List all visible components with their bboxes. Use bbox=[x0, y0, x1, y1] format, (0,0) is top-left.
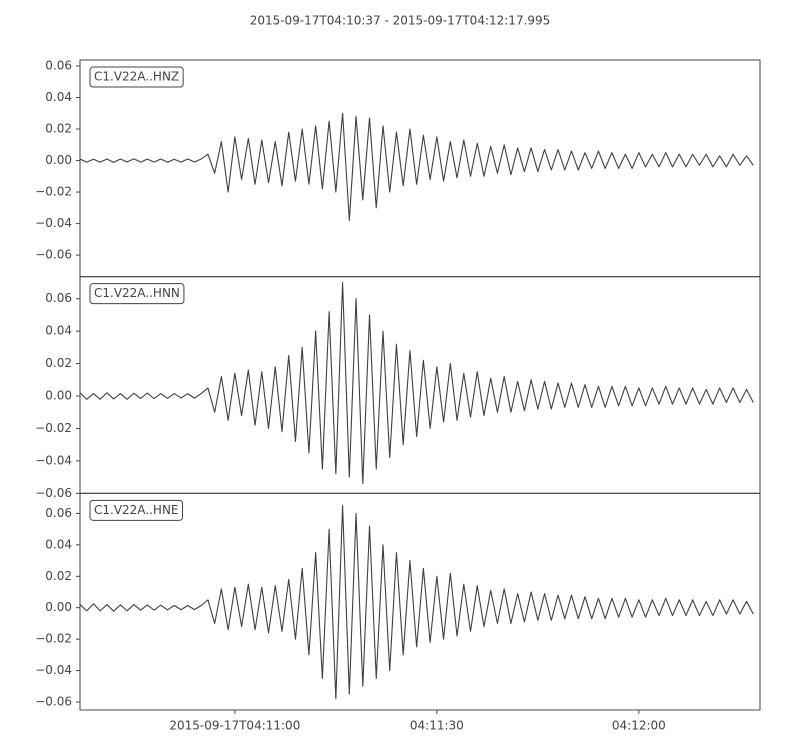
y-tick-label: 0.06 bbox=[45, 58, 72, 72]
waveform bbox=[79, 505, 754, 700]
x-tick-label: 04:12:00 bbox=[612, 719, 666, 733]
trace-label: C1.V22A..HNE bbox=[94, 503, 179, 517]
trace-label: C1.V22A..HNZ bbox=[94, 70, 179, 84]
x-tick-label: 2015-09-17T04:11:00 bbox=[169, 719, 300, 733]
y-tick-label: 0.00 bbox=[45, 389, 72, 403]
y-tick-label: −0.06 bbox=[35, 486, 72, 500]
y-tick-label: −0.04 bbox=[35, 663, 72, 677]
trace-label: C1.V22A..HNN bbox=[94, 286, 180, 300]
y-tick-label: 0.00 bbox=[45, 600, 72, 614]
trace-label-box bbox=[89, 66, 184, 88]
y-tick-label: 0.04 bbox=[45, 324, 72, 338]
y-tick-label: −0.06 bbox=[35, 248, 72, 262]
y-tick-label: −0.02 bbox=[35, 421, 72, 435]
y-tick-label: 0.02 bbox=[45, 356, 72, 370]
chart-title: 2015-09-17T04:10:37 - 2015-09-17T04:12:1… bbox=[250, 14, 551, 28]
y-tick-label: 0.02 bbox=[45, 569, 72, 583]
x-tick-label: 04:11:30 bbox=[410, 719, 464, 733]
y-tick-label: −0.04 bbox=[35, 216, 72, 230]
trace-label-box bbox=[89, 283, 185, 305]
y-tick-label: −0.02 bbox=[35, 632, 72, 646]
waveform bbox=[79, 281, 754, 485]
panel-frame bbox=[79, 59, 761, 278]
y-tick-label: 0.06 bbox=[45, 291, 72, 305]
waveform bbox=[79, 112, 754, 221]
y-tick-label: −0.06 bbox=[35, 694, 72, 708]
y-tick-label: 0.00 bbox=[45, 153, 72, 167]
trace-label-box bbox=[89, 499, 184, 521]
panel-frame bbox=[79, 492, 761, 711]
y-tick-label: −0.04 bbox=[35, 453, 72, 467]
y-tick-label: 0.04 bbox=[45, 537, 72, 551]
panel-frame bbox=[79, 276, 761, 494]
y-tick-label: −0.02 bbox=[35, 185, 72, 199]
y-tick-label: 0.06 bbox=[45, 506, 72, 520]
y-tick-label: 0.02 bbox=[45, 122, 72, 136]
y-tick-label: 0.04 bbox=[45, 90, 72, 104]
